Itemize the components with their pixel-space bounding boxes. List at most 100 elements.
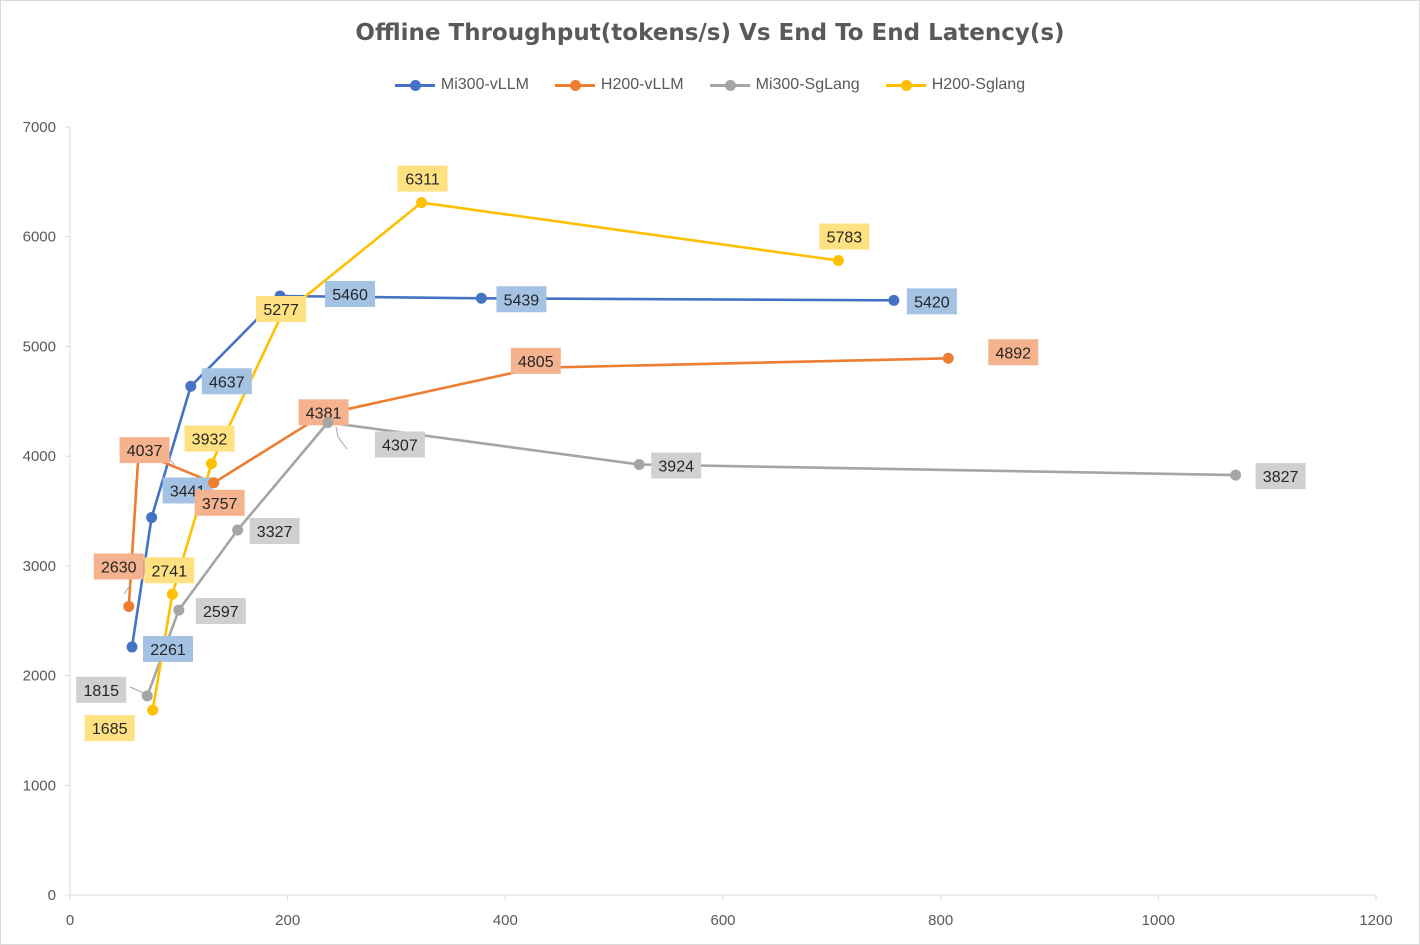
data-label: 4892 — [995, 345, 1031, 362]
data-point — [832, 255, 844, 267]
x-tick-label: 400 — [493, 912, 518, 929]
data-point — [416, 197, 428, 209]
legend-swatch-mi300-sglang — [709, 78, 750, 92]
data-label: 2630 — [101, 559, 137, 576]
data-label: 5277 — [263, 302, 299, 319]
data-label-box — [119, 437, 170, 464]
data-point — [1230, 469, 1242, 481]
data-label-box — [496, 286, 547, 313]
data-label-box — [249, 517, 300, 544]
y-tick-label: 6000 — [23, 229, 56, 246]
data-label-box — [397, 165, 448, 192]
data-label: 6311 — [405, 172, 440, 189]
x-tick-label: 800 — [928, 912, 953, 929]
data-label: 3932 — [192, 432, 228, 449]
data-label: 5420 — [914, 294, 950, 311]
data-point — [123, 600, 135, 612]
y-tick-label: 7000 — [23, 119, 56, 136]
legend-label-h200-sglang: H200-Sglang — [931, 76, 1026, 93]
data-point — [185, 380, 197, 392]
data-label-box — [184, 425, 235, 452]
data-label: 3327 — [257, 524, 293, 541]
data-point — [888, 294, 900, 306]
x-tick-label: 600 — [710, 912, 735, 929]
y-tick-label: 3000 — [23, 558, 56, 575]
chart-title: Offline Throughput(tokens/s) Vs End To E… — [355, 20, 1065, 46]
y-tick-label: 5000 — [23, 338, 56, 355]
data-label: 3757 — [202, 496, 238, 513]
data-label-box — [201, 368, 252, 395]
series-line-2 — [146, 421, 1236, 697]
leader-line — [335, 426, 348, 450]
data-label-box — [93, 553, 144, 580]
data-point — [232, 524, 244, 536]
data-label: 5439 — [504, 292, 540, 309]
data-label-box — [819, 223, 870, 250]
data-label: 4381 — [306, 405, 342, 422]
data-point — [173, 604, 185, 616]
legend-label-h200-vllm: H200-vLLM — [600, 76, 684, 93]
x-tick-label: 1000 — [1142, 912, 1175, 929]
series-line-0 — [130, 294, 894, 648]
data-label: 3827 — [1263, 469, 1299, 486]
data-label-box — [651, 452, 702, 479]
data-label-box — [510, 347, 561, 374]
legend-label-mi300-sglang: Mi300-SgLang — [755, 76, 860, 93]
data-label-box — [988, 339, 1039, 366]
data-label-box — [325, 280, 376, 307]
leader-line — [123, 583, 132, 595]
y-tick-label: 2000 — [23, 668, 56, 685]
x-tick-label: 1200 — [1359, 912, 1392, 929]
data-point — [146, 511, 158, 523]
y-tick-label: 4000 — [23, 448, 56, 465]
legend-swatch-h200-vllm — [554, 78, 595, 92]
legend-item-mi300-sglang: Mi300-SgLang — [709, 74, 860, 96]
data-label: 2261 — [150, 642, 186, 659]
data-point — [322, 416, 334, 428]
data-label: 4037 — [127, 443, 163, 460]
data-label: 3924 — [658, 458, 694, 475]
x-tick-label: 0 — [66, 912, 74, 929]
legend: Mi300-vLLM H200-vLLM Mi300-SgLang H200-S… — [0, 74, 1420, 96]
data-point — [141, 690, 153, 702]
data-label-box — [84, 715, 135, 742]
data-label-box — [374, 431, 425, 458]
data-label: 1815 — [83, 683, 119, 700]
y-tick-label: 0 — [48, 887, 56, 904]
data-label: 5783 — [827, 230, 863, 247]
data-label: 4637 — [209, 374, 245, 391]
data-point — [166, 588, 178, 600]
data-label: 4805 — [518, 354, 554, 371]
data-point — [205, 458, 217, 470]
legend-item-h200-sglang: H200-Sglang — [885, 74, 1026, 96]
data-point — [475, 292, 487, 304]
data-point — [633, 458, 645, 470]
data-label: 4307 — [382, 437, 418, 454]
data-label-box — [76, 676, 127, 703]
data-label-box — [906, 288, 957, 315]
data-label: 1685 — [92, 721, 128, 738]
data-label-box — [194, 489, 245, 516]
data-label-box — [256, 296, 307, 323]
data-label-box — [144, 557, 195, 584]
data-point — [126, 641, 138, 653]
data-label-box — [143, 635, 194, 662]
legend-swatch-h200-sglang — [885, 78, 926, 92]
legend-label-mi300-vllm: Mi300-vLLM — [440, 76, 529, 93]
y-tick-label: 1000 — [23, 777, 56, 794]
data-label: 5460 — [332, 287, 368, 304]
legend-swatch-mi300-vllm — [394, 78, 435, 92]
data-point — [208, 477, 220, 489]
legend-item-h200-vllm: H200-vLLM — [554, 74, 684, 96]
series-line-1 — [127, 357, 949, 607]
x-tick-label: 200 — [275, 912, 300, 929]
legend-item-mi300-vllm: Mi300-vLLM — [394, 74, 529, 96]
data-point — [147, 704, 159, 716]
data-label-box — [1255, 463, 1306, 490]
data-label: 2741 — [152, 563, 188, 580]
data-label: 2597 — [203, 604, 239, 621]
data-label-box — [195, 598, 246, 625]
data-point — [942, 352, 954, 364]
